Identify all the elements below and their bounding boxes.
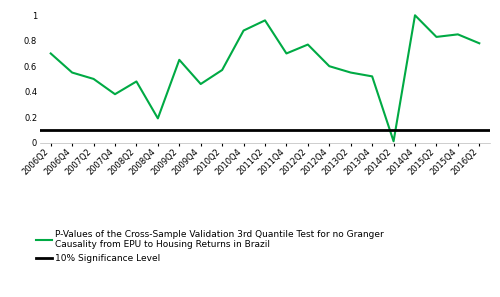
Legend: P-Values of the Cross-Sample Validation 3rd Quantile Test for no Granger
Causali: P-Values of the Cross-Sample Validation …	[36, 230, 384, 263]
